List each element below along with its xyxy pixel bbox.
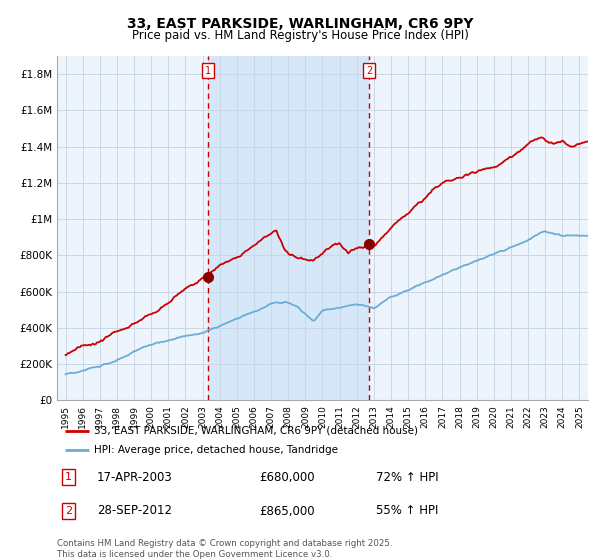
Text: 17-APR-2003: 17-APR-2003	[97, 470, 173, 484]
Text: Contains HM Land Registry data © Crown copyright and database right 2025.
This d: Contains HM Land Registry data © Crown c…	[57, 539, 392, 559]
Text: 1: 1	[205, 66, 211, 76]
Text: 28-SEP-2012: 28-SEP-2012	[97, 505, 172, 517]
Text: 2: 2	[65, 506, 72, 516]
Text: 33, EAST PARKSIDE, WARLINGHAM, CR6 9PY: 33, EAST PARKSIDE, WARLINGHAM, CR6 9PY	[127, 17, 473, 31]
Text: 33, EAST PARKSIDE, WARLINGHAM, CR6 9PY (detached house): 33, EAST PARKSIDE, WARLINGHAM, CR6 9PY (…	[94, 426, 418, 436]
Text: HPI: Average price, detached house, Tandridge: HPI: Average price, detached house, Tand…	[94, 445, 338, 455]
Text: Price paid vs. HM Land Registry's House Price Index (HPI): Price paid vs. HM Land Registry's House …	[131, 29, 469, 42]
Text: 1: 1	[65, 472, 72, 482]
Bar	[208, 56, 370, 400]
Text: 55% ↑ HPI: 55% ↑ HPI	[376, 505, 438, 517]
Text: 72% ↑ HPI: 72% ↑ HPI	[376, 470, 438, 484]
Text: 2: 2	[367, 66, 373, 76]
Text: £865,000: £865,000	[259, 505, 314, 517]
Text: £680,000: £680,000	[259, 470, 314, 484]
